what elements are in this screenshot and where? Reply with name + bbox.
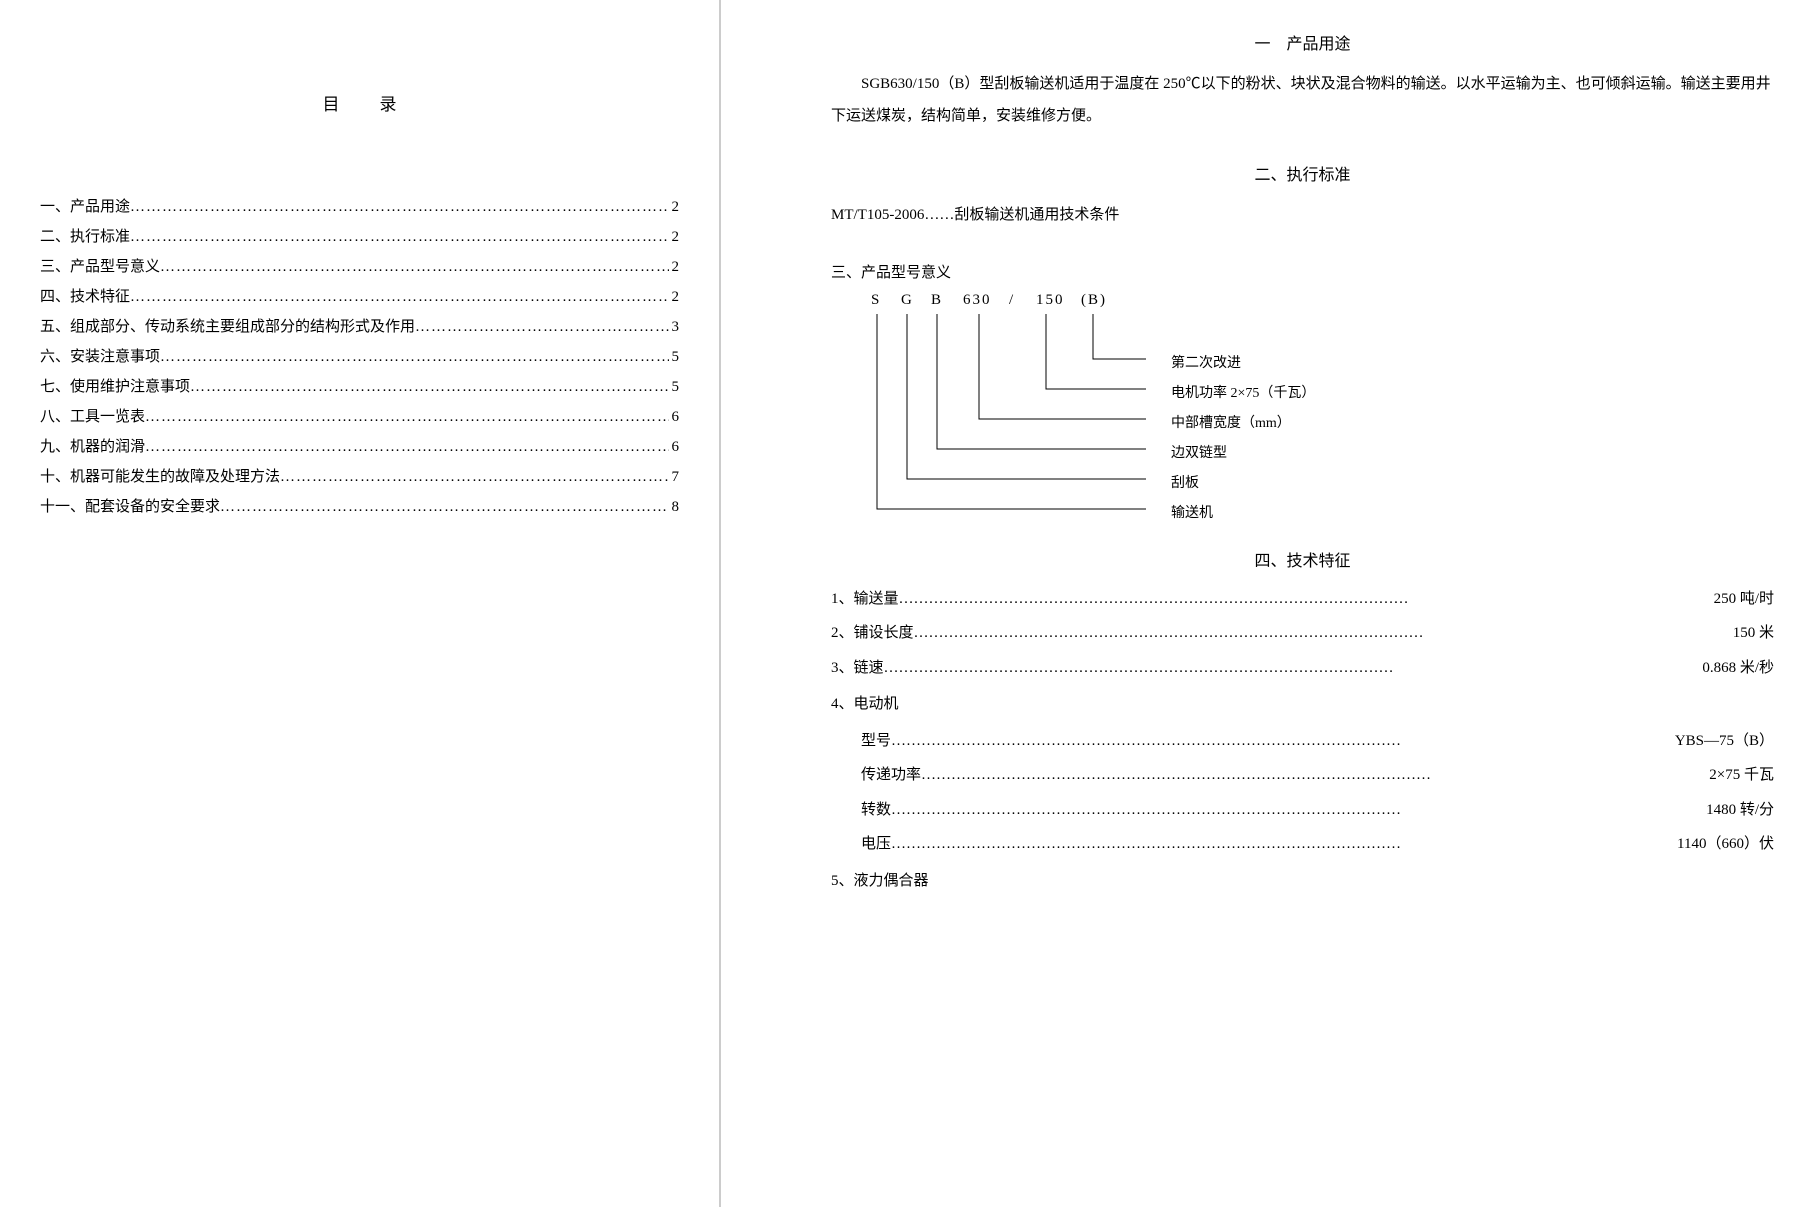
- spec-dots: [914, 619, 1733, 648]
- spec-value: YBS—75（B）: [1675, 727, 1774, 756]
- toc-label: 四、技术特征: [40, 285, 130, 306]
- toc-item: 四、技术特征 2: [40, 285, 679, 306]
- spec-value: 0.868 米/秒: [1702, 654, 1774, 683]
- toc-dots: [160, 349, 669, 366]
- model-diagram: SGB630/150(B)输送机刮板边双链型中部槽宽度（mm）电机功率 2×75…: [871, 292, 1774, 527]
- sec3-title: 三、产品型号意义: [831, 261, 1774, 282]
- toc-item: 十、机器可能发生的故障及处理方法 7: [40, 465, 679, 486]
- toc-page: 6: [669, 439, 679, 456]
- spec-label: 1、输送量: [831, 585, 899, 614]
- toc-dots: [220, 499, 669, 516]
- toc-page: 8: [669, 499, 679, 516]
- spec-label: 型号: [861, 727, 891, 756]
- toc-item: 一、产品用途 2: [40, 195, 679, 216]
- sec2-title: 二、执行标准: [831, 161, 1774, 185]
- spec-label: 传递功率: [861, 761, 921, 790]
- toc-page: 2: [669, 229, 679, 246]
- toc-label: 六、安装注意事项: [40, 345, 160, 366]
- toc-page: 2: [669, 289, 679, 306]
- toc-item: 三、产品型号意义 2: [40, 255, 679, 276]
- toc-label: 十一、配套设备的安全要求: [40, 495, 220, 516]
- toc-dots: [190, 379, 669, 396]
- spec-value: 2×75 千瓦: [1709, 761, 1774, 790]
- spec-item: 电压 1140（660）伏: [861, 830, 1774, 859]
- toc-item: 七、使用维护注意事项 5: [40, 375, 679, 396]
- toc-title: 目录: [40, 90, 679, 115]
- spec-dots: [921, 761, 1709, 790]
- toc-item: 五、组成部分、传动系统主要组成部分的结构形式及作用 3: [40, 315, 679, 336]
- toc-page: 3: [669, 319, 679, 336]
- toc-page: 5: [669, 349, 679, 366]
- toc-label: 五、组成部分、传动系统主要组成部分的结构形式及作用: [40, 315, 415, 336]
- toc-label: 八、工具一览表: [40, 405, 145, 426]
- sec2-line: MT/T105-2006……刮板输送机通用技术条件: [831, 199, 1774, 231]
- toc-list: 一、产品用途 2 二、执行标准 2 三、产品型号意义 2 四、技术特征 2 五、组成部分、传动系…: [40, 195, 679, 516]
- spec-item-5: 5、液力偶合器: [831, 865, 1774, 897]
- spec-value: 1480 转/分: [1706, 796, 1774, 825]
- toc-item: 二、执行标准 2: [40, 225, 679, 246]
- toc-dots: [280, 469, 669, 486]
- toc-page: 5: [669, 379, 679, 396]
- toc-page: 2: [669, 199, 679, 216]
- spec-value: 250 吨/时: [1714, 585, 1774, 614]
- page-right: 一 产品用途 SGB630/150（B）型刮板输送机适用于温度在 250℃以下的…: [720, 0, 1794, 1207]
- sec1-para: SGB630/150（B）型刮板输送机适用于温度在 250℃以下的粉状、块状及混…: [831, 68, 1774, 133]
- spec-value: 150 米: [1733, 619, 1774, 648]
- spec-list: 1、输送量 250 吨/时 2、铺设长度 150 米 3、链速 0.868 米/秒: [831, 585, 1774, 683]
- toc-page: 2: [669, 259, 679, 276]
- toc-dots: [415, 319, 669, 336]
- toc-label: 三、产品型号意义: [40, 255, 160, 276]
- spec-dots: [899, 585, 1714, 614]
- toc-item: 九、机器的润滑 6: [40, 435, 679, 456]
- spec-item: 3、链速 0.868 米/秒: [831, 654, 1774, 683]
- toc-dots: [145, 439, 669, 456]
- spec-dots: [891, 830, 1677, 859]
- spec-label: 转数: [861, 796, 891, 825]
- page-left: 目录 一、产品用途 2 二、执行标准 2 三、产品型号意义 2 四、技术特征 2 五、组成部分、…: [0, 0, 720, 1207]
- toc-dots: [130, 289, 669, 306]
- motor-spec-list: 型号 YBS—75（B） 传递功率 2×75 千瓦转数 1480 转/分电压 1140（6…: [831, 727, 1774, 859]
- spec-value: 1140（660）伏: [1677, 830, 1774, 859]
- toc-page: 6: [669, 409, 679, 426]
- motor-head: 4、电动机: [831, 688, 1774, 720]
- toc-item: 八、工具一览表 6: [40, 405, 679, 426]
- spec-dots: [884, 654, 1703, 683]
- toc-label: 一、产品用途: [40, 195, 130, 216]
- spec-dots: [891, 727, 1675, 756]
- spec-item: 传递功率 2×75 千瓦: [861, 761, 1774, 790]
- toc-item: 十一、配套设备的安全要求 8: [40, 495, 679, 516]
- spec-item: 型号 YBS—75（B）: [861, 727, 1774, 756]
- toc-item: 六、安装注意事项 5: [40, 345, 679, 366]
- sec4-title: 四、技术特征: [831, 547, 1774, 571]
- toc-dots: [130, 199, 669, 216]
- toc-dots: [160, 259, 669, 276]
- toc-label: 二、执行标准: [40, 225, 130, 246]
- spec-item: 2、铺设长度 150 米: [831, 619, 1774, 648]
- spec-label: 2、铺设长度: [831, 619, 914, 648]
- toc-dots: [145, 409, 669, 426]
- toc-label: 九、机器的润滑: [40, 435, 145, 456]
- toc-page: 7: [669, 469, 679, 486]
- spec-label: 3、链速: [831, 654, 884, 683]
- toc-label: 七、使用维护注意事项: [40, 375, 190, 396]
- toc-dots: [130, 229, 669, 246]
- spec-label: 电压: [861, 830, 891, 859]
- spec-item: 转数 1480 转/分: [861, 796, 1774, 825]
- spec-dots: [891, 796, 1706, 825]
- model-connectors: [871, 292, 1371, 527]
- toc-label: 十、机器可能发生的故障及处理方法: [40, 465, 280, 486]
- sec1-title: 一 产品用途: [831, 30, 1774, 54]
- spec-item: 1、输送量 250 吨/时: [831, 585, 1774, 614]
